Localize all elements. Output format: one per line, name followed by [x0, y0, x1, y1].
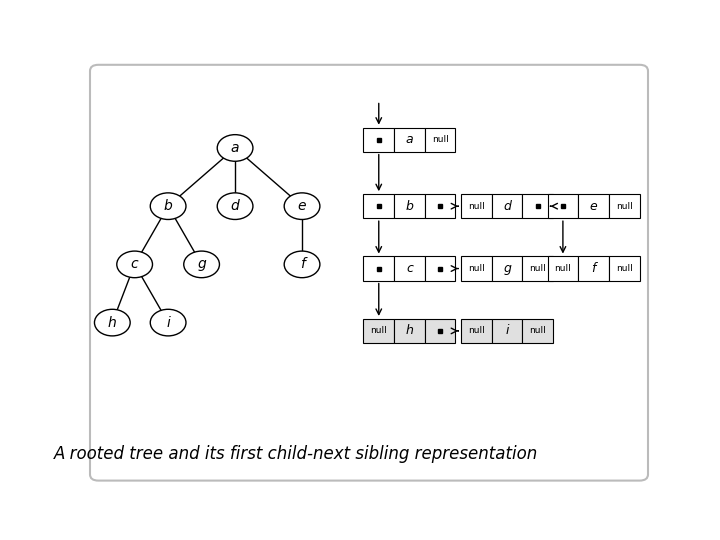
Bar	[394, 127, 425, 152]
Bar	[492, 194, 523, 218]
Bar	[609, 194, 639, 218]
Text: f: f	[300, 258, 305, 272]
Text: null: null	[432, 135, 449, 144]
Text: c: c	[406, 262, 413, 275]
Text: a: a	[405, 133, 413, 146]
Bar	[578, 194, 609, 218]
Bar	[394, 194, 425, 218]
Text: c: c	[131, 258, 138, 272]
Bar	[492, 319, 523, 343]
Bar	[609, 256, 639, 281]
Text: null: null	[529, 326, 546, 335]
Circle shape	[150, 193, 186, 219]
Circle shape	[184, 251, 220, 278]
Bar	[425, 319, 456, 343]
Bar	[394, 319, 425, 343]
Text: d: d	[230, 199, 240, 213]
Text: b: b	[405, 200, 413, 213]
Text: h: h	[108, 315, 117, 329]
Bar	[461, 194, 492, 218]
Text: A rooted tree and its first child-next sibling representation: A rooted tree and its first child-next s…	[54, 444, 539, 463]
Circle shape	[284, 193, 320, 219]
Text: null: null	[468, 264, 485, 273]
FancyBboxPatch shape	[90, 65, 648, 481]
Text: e: e	[590, 200, 598, 213]
Circle shape	[94, 309, 130, 336]
Text: null: null	[529, 264, 546, 273]
Text: null: null	[616, 201, 633, 211]
Text: null: null	[468, 201, 485, 211]
Bar	[578, 256, 609, 281]
Bar	[364, 256, 394, 281]
Text: g: g	[503, 262, 511, 275]
Circle shape	[217, 193, 253, 219]
Text: h: h	[405, 325, 413, 338]
Text: b: b	[163, 199, 173, 213]
Bar	[461, 256, 492, 281]
Bar	[364, 194, 394, 218]
Bar	[523, 319, 553, 343]
Text: d: d	[503, 200, 511, 213]
Bar	[364, 319, 394, 343]
Text: null: null	[616, 264, 633, 273]
Text: g: g	[197, 258, 206, 272]
Circle shape	[284, 251, 320, 278]
Bar	[425, 127, 456, 152]
Bar	[461, 319, 492, 343]
Text: i: i	[166, 315, 170, 329]
Bar	[523, 256, 553, 281]
Text: e: e	[298, 199, 306, 213]
Text: null: null	[468, 326, 485, 335]
Text: null: null	[370, 326, 387, 335]
Bar	[394, 256, 425, 281]
Bar	[364, 127, 394, 152]
Bar	[425, 194, 456, 218]
Circle shape	[217, 134, 253, 161]
Text: null: null	[554, 264, 571, 273]
Circle shape	[150, 309, 186, 336]
Bar	[492, 256, 523, 281]
Circle shape	[117, 251, 153, 278]
Text: a: a	[231, 141, 239, 155]
Bar	[425, 256, 456, 281]
Text: i: i	[505, 325, 509, 338]
Bar	[547, 256, 578, 281]
Text: f: f	[591, 262, 595, 275]
Bar	[547, 194, 578, 218]
Bar	[523, 194, 553, 218]
